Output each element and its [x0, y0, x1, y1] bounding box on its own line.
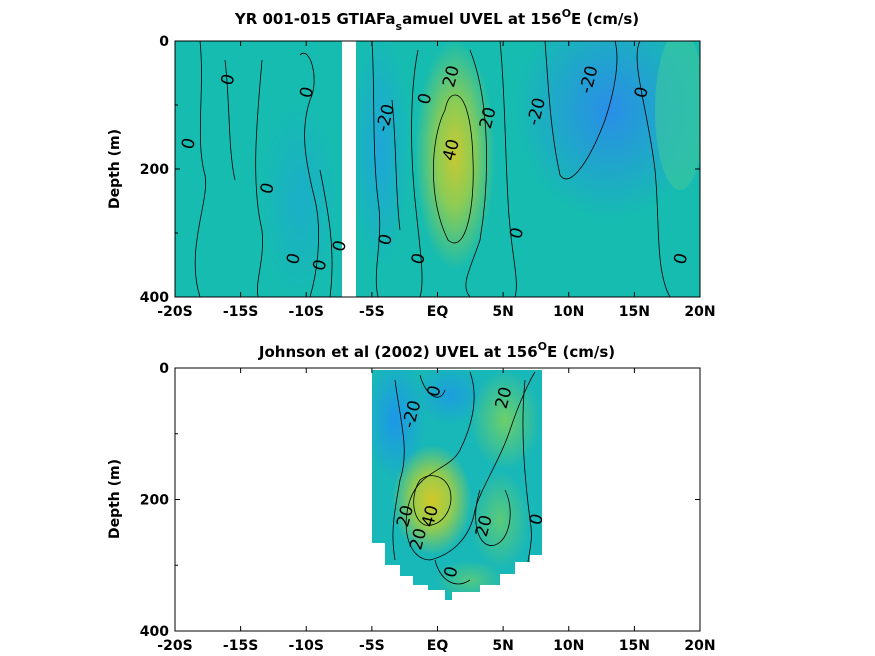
- top-y-tick-label: 400: [140, 290, 169, 306]
- bottom-field-undercurrent: [392, 445, 472, 555]
- top-x-tick-label: -5S: [359, 304, 385, 320]
- bottom-y-ticks: 0 200 400: [140, 361, 700, 640]
- bottom-x-tick-label: 15N: [619, 638, 650, 654]
- top-y-ticks: 0 200 400: [140, 34, 700, 306]
- top-x-ticks: -20S -15S -10S -5S EQ 5N 10N 15N 20N: [157, 41, 716, 320]
- top-x-tick-label: 10N: [553, 304, 584, 320]
- top-contour-label: 0: [178, 136, 200, 152]
- top-contour-label: 0: [283, 251, 305, 267]
- top-contour-label: 0: [309, 257, 331, 273]
- top-field-westward-north: [515, 41, 700, 220]
- top-y-tick-label: 200: [140, 162, 169, 178]
- top-field-westward-south: [350, 41, 410, 270]
- bottom-x-tick-label: 20N: [684, 638, 715, 654]
- top-contour-label: 0: [375, 232, 397, 248]
- bottom-contour-label: 0: [423, 383, 445, 399]
- top-contour-label: 0: [408, 251, 430, 267]
- bottom-y-tick-label: 400: [140, 624, 169, 640]
- top-data-gap: [342, 41, 356, 297]
- top-contour-label: 0: [329, 238, 351, 254]
- top-x-tick-label: 15N: [619, 304, 650, 320]
- top-x-tick-label: EQ: [427, 304, 449, 320]
- top-contour-label: 0: [414, 91, 436, 107]
- top-y-axis-label: Depth (m): [107, 129, 123, 209]
- bottom-field-surface-east: [470, 370, 540, 470]
- bottom-title: Johnson et al (2002) UVEL at 156OE (cm/s…: [258, 340, 615, 361]
- top-field-south-band: [260, 100, 340, 297]
- bottom-heatmap: [372, 370, 542, 600]
- bottom-y-axis-label: Depth (m): [107, 459, 123, 539]
- top-x-tick-label: 20N: [684, 304, 715, 320]
- bottom-panel: Johnson et al (2002) UVEL at 156OE (cm/s…: [107, 340, 716, 654]
- top-x-tick-label: -20S: [157, 304, 192, 320]
- top-heatmap: [175, 41, 700, 297]
- top-x-tick-label: 5N: [492, 304, 513, 320]
- bottom-field-surface-west: [415, 370, 485, 425]
- top-x-tick-label: -10S: [289, 304, 324, 320]
- bottom-contour-label: 0: [526, 512, 548, 528]
- bottom-field-east-core: [470, 470, 530, 570]
- top-y-tick-label: 0: [159, 34, 169, 50]
- bottom-contour-label: 0: [441, 564, 463, 580]
- top-contour-label: 0: [296, 85, 318, 101]
- bottom-x-tick-label: -20S: [157, 638, 192, 654]
- bottom-x-tick-label: -10S: [289, 638, 324, 654]
- bottom-x-tick-label: -15S: [223, 638, 258, 654]
- top-contour-label: 0: [670, 251, 692, 267]
- top-contour-label: 0: [257, 181, 279, 197]
- top-title: YR 001-015 GTIAFasamuel UVEL at 156OE (c…: [234, 7, 639, 33]
- top-x-tick-label: -15S: [223, 304, 258, 320]
- top-contour-label: 0: [631, 85, 653, 101]
- top-contour-label: 0: [506, 225, 528, 241]
- bottom-x-tick-label: -5S: [359, 638, 385, 654]
- bottom-field-westward: [372, 370, 425, 480]
- bottom-x-tick-label: 5N: [492, 638, 513, 654]
- bottom-y-tick-label: 0: [159, 361, 169, 377]
- bottom-x-ticks: -20S -15S -10S -5S EQ 5N 10N 15N 20N: [157, 368, 716, 654]
- bottom-x-tick-label: EQ: [427, 638, 449, 654]
- top-field-east-edge: [655, 41, 700, 190]
- top-contour-label: 0: [217, 72, 239, 88]
- top-field-undercurrent: [415, 41, 495, 270]
- bottom-x-tick-label: 10N: [553, 638, 584, 654]
- bottom-y-tick-label: 200: [140, 493, 169, 509]
- top-panel: YR 001-015 GTIAFasamuel UVEL at 156OE (c…: [107, 7, 716, 320]
